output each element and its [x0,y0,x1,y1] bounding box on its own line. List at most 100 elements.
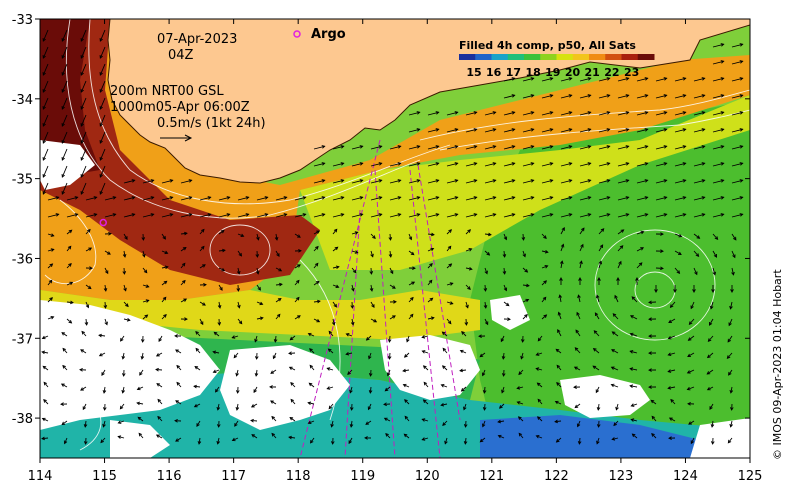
current-arrow-head [568,128,573,132]
current-arrow [480,437,486,443]
current-arrow [66,229,72,235]
current-arrow [631,419,638,422]
current-arrow-head [729,407,734,411]
current-arrow [575,329,581,337]
current-arrow [712,94,724,99]
colorbar-swatch [637,54,655,60]
current-arrow-head [397,196,402,200]
current-arrow-head [50,233,55,237]
current-arrow-head [349,423,354,428]
current-arrow-head [739,43,744,47]
current-arrow [465,284,471,290]
current-arrow-head [613,422,617,427]
current-arrow [99,29,106,42]
current-arrow [560,162,572,167]
current-arrow [66,213,78,218]
current-arrow [85,229,91,235]
current-arrow-head [269,385,273,389]
current-arrow-head [61,332,66,336]
current-arrow [161,213,173,218]
current-arrow [636,247,644,252]
current-arrow [275,298,282,303]
current-arrow [655,111,667,116]
current-arrow [669,417,676,422]
current-arrow [103,386,106,393]
current-arrow [522,196,534,201]
current-arrow-head [212,350,217,355]
current-arrow [674,179,686,184]
current-arrow-head [150,196,155,200]
current-arrow-head [137,416,142,421]
current-arrow [595,386,600,393]
current-arrow [313,318,320,323]
current-arrow-head [131,179,136,183]
current-arrow-head [673,289,677,293]
current-arrow [327,386,334,390]
current-arrow [674,94,686,99]
current-arrow [161,280,167,286]
current-arrow-head [50,315,55,320]
current-arrow-head [421,418,426,422]
current-arrow [446,301,453,305]
current-arrow-head [316,230,321,234]
current-arrow [727,352,733,359]
current-arrow [482,369,486,376]
current-arrow [541,265,548,269]
current-arrow-head [578,277,582,281]
current-arrow [484,250,490,256]
current-arrow [541,297,547,303]
current-arrow-head [289,336,294,341]
current-arrow-head [61,140,65,144]
current-arrow [465,111,477,116]
colorbar-swatch [572,54,590,60]
current-arrow-head [372,235,376,240]
current-arrow-head [277,297,282,302]
current-arrow-head [701,111,706,115]
current-arrow-head [524,269,529,273]
current-arrow-head [467,229,471,233]
current-arrow-head [240,233,245,238]
current-arrow-head [383,402,387,407]
current-arrow [446,229,452,235]
current-arrow-head [359,179,364,183]
argo-float-marker [99,218,108,227]
current-arrow [313,230,320,235]
current-arrow [707,352,714,358]
current-arrow [61,131,68,144]
current-arrow-head [596,406,601,411]
annotation-line2: 1000m05-Apr 06:00Z [110,100,250,115]
current-arrow-head [169,213,174,217]
current-arrow-head [568,94,573,98]
current-arrow [427,111,439,116]
current-arrow-head [354,231,359,235]
colorbar-swatch [475,54,492,60]
current-arrow-head [321,162,326,166]
current-arrow-head [157,398,162,403]
current-arrow [80,165,87,178]
current-arrow [556,437,562,443]
current-arrow-head [328,405,333,410]
current-arrow-head [625,179,630,183]
current-arrow-head [80,72,84,76]
current-arrow-head [421,350,426,354]
current-arrow-head [739,94,744,98]
current-arrow-head [125,303,129,308]
current-arrow-head [706,371,711,375]
current-arrow-head [162,296,167,301]
current-arrow [522,111,534,116]
current-arrow-head [444,440,448,445]
current-arrow [482,420,486,427]
current-arrow [712,213,724,218]
current-arrow [99,114,106,127]
current-arrow-head [606,162,611,166]
current-arrow-head [145,284,150,288]
current-arrow-head [61,89,65,93]
current-arrow [275,250,280,257]
current-arrow-head [359,162,364,166]
current-arrow [142,196,154,201]
current-arrow-head [543,235,547,240]
current-arrow [142,299,149,303]
current-arrow-head [340,213,345,217]
current-arrow [218,267,225,272]
current-vectors [41,29,744,445]
